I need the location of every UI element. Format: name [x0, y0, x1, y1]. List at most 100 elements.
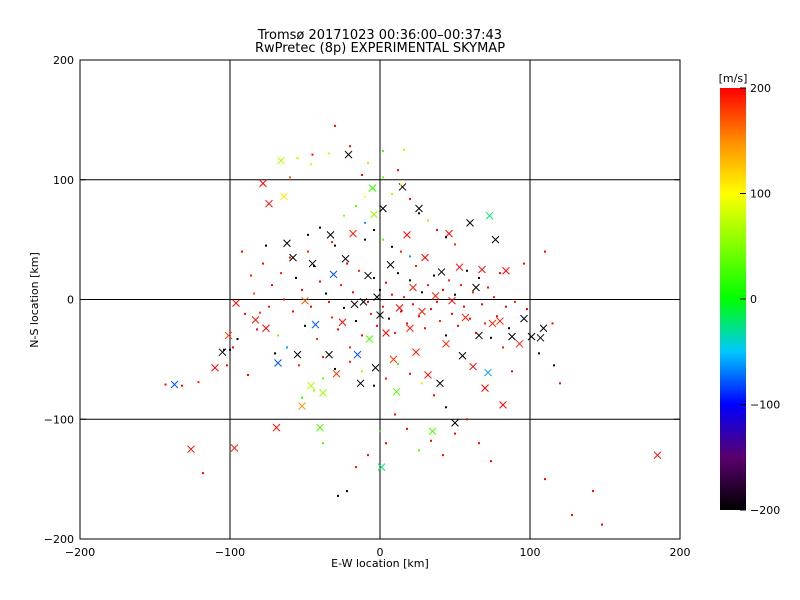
cross-marker: [356, 379, 365, 388]
cross-marker: [379, 204, 387, 213]
dot-marker: [478, 442, 480, 445]
dot-marker: [331, 316, 333, 319]
dot-marker: [361, 173, 363, 176]
cross-marker: [409, 283, 417, 292]
cross-marker: [211, 363, 219, 372]
dot-marker: [382, 305, 384, 308]
dot-marker: [373, 276, 375, 279]
dot-marker: [355, 466, 357, 469]
cross-marker: [488, 319, 497, 328]
dot-marker: [382, 238, 384, 241]
dot-marker: [226, 364, 228, 367]
dot-marker: [430, 439, 432, 442]
dot-marker: [364, 195, 366, 198]
cross-marker: [395, 304, 404, 312]
dot-marker: [301, 396, 303, 399]
cross-marker: [431, 292, 440, 300]
cross-marker: [445, 229, 453, 238]
dot-marker: [382, 150, 384, 153]
dot-marker: [311, 153, 314, 156]
dot-marker: [373, 229, 375, 232]
dot-marker: [505, 305, 507, 308]
dot-marker: [445, 334, 447, 337]
dot-marker: [355, 205, 357, 208]
dot-marker: [280, 272, 282, 275]
dot-marker: [466, 269, 468, 272]
cross-marker: [272, 423, 281, 432]
dot-marker: [322, 442, 324, 445]
dot-marker: [334, 367, 336, 370]
dot-marker: [181, 384, 183, 387]
dot-marker: [454, 293, 456, 296]
dot-marker: [385, 377, 387, 380]
dot-marker: [307, 250, 309, 253]
cross-marker: [508, 332, 516, 341]
dot-marker: [244, 312, 246, 315]
dot-marker: [418, 449, 420, 452]
colorbar-tick-label: 100: [750, 188, 771, 201]
y-axis-ticks: −200 −100 0 100 200: [44, 54, 680, 546]
cross-marker: [170, 380, 179, 389]
dot-marker: [391, 245, 393, 248]
dot-marker: [499, 272, 501, 275]
cross-marker: [421, 253, 429, 262]
cross-marker: [461, 313, 470, 322]
cross-marker: [491, 235, 500, 244]
dot-marker: [379, 430, 381, 433]
dot-marker: [382, 176, 384, 179]
dot-marker: [526, 308, 528, 311]
dot-marker: [424, 327, 426, 330]
dot-marker: [236, 338, 239, 341]
chart-title: Tromsø 20171023 00:36:00–00:37:43: [257, 28, 502, 43]
dot-marker: [289, 256, 291, 259]
y-tick-label: 200: [53, 54, 74, 67]
cross-marker: [371, 363, 380, 372]
dot-marker: [551, 322, 554, 325]
x-tick-label: 0: [377, 546, 384, 559]
dot-marker: [490, 460, 492, 463]
dot-marker: [439, 320, 441, 323]
cross-marker: [230, 444, 239, 452]
cross-marker: [349, 229, 357, 238]
dot-marker: [457, 324, 459, 327]
dot-marker: [553, 364, 555, 367]
cross-marker: [536, 333, 545, 342]
dot-marker: [385, 442, 387, 445]
cross-marker: [458, 351, 467, 360]
dot-marker: [403, 148, 405, 151]
cross-marker: [289, 253, 297, 262]
dot-marker: [445, 406, 447, 409]
dot-marker: [409, 279, 411, 282]
dot-marker: [292, 310, 294, 313]
cross-marker: [481, 384, 489, 392]
x-axis-ticks: −200 −100 0 100 200: [65, 60, 691, 559]
cross-marker: [301, 296, 309, 305]
dot-marker: [229, 348, 231, 351]
dot-marker: [346, 490, 348, 493]
cross-marker: [389, 355, 398, 364]
dot-marker: [343, 214, 345, 217]
dot-marker: [352, 291, 354, 294]
cross-marker: [403, 230, 411, 239]
dot-marker: [418, 212, 420, 215]
dot-marker: [415, 264, 417, 267]
cross-marker: [442, 339, 450, 348]
cross-marker: [341, 254, 350, 263]
cross-marker: [466, 219, 474, 227]
cross-marker: [325, 350, 333, 359]
cross-marker: [368, 184, 377, 192]
cross-marker: [437, 268, 446, 276]
dot-marker: [436, 229, 438, 232]
dot-marker: [391, 293, 393, 296]
dot-marker: [442, 454, 444, 457]
dot-marker: [406, 427, 408, 430]
dot-marker: [364, 221, 366, 224]
colorbar-label: [m/s]: [719, 72, 748, 85]
dot-marker: [319, 226, 321, 229]
dot-marker: [286, 346, 288, 349]
dot-marker: [559, 382, 561, 385]
dot-marker: [496, 315, 498, 318]
dot-marker: [421, 291, 423, 294]
dot-marker: [337, 328, 339, 331]
